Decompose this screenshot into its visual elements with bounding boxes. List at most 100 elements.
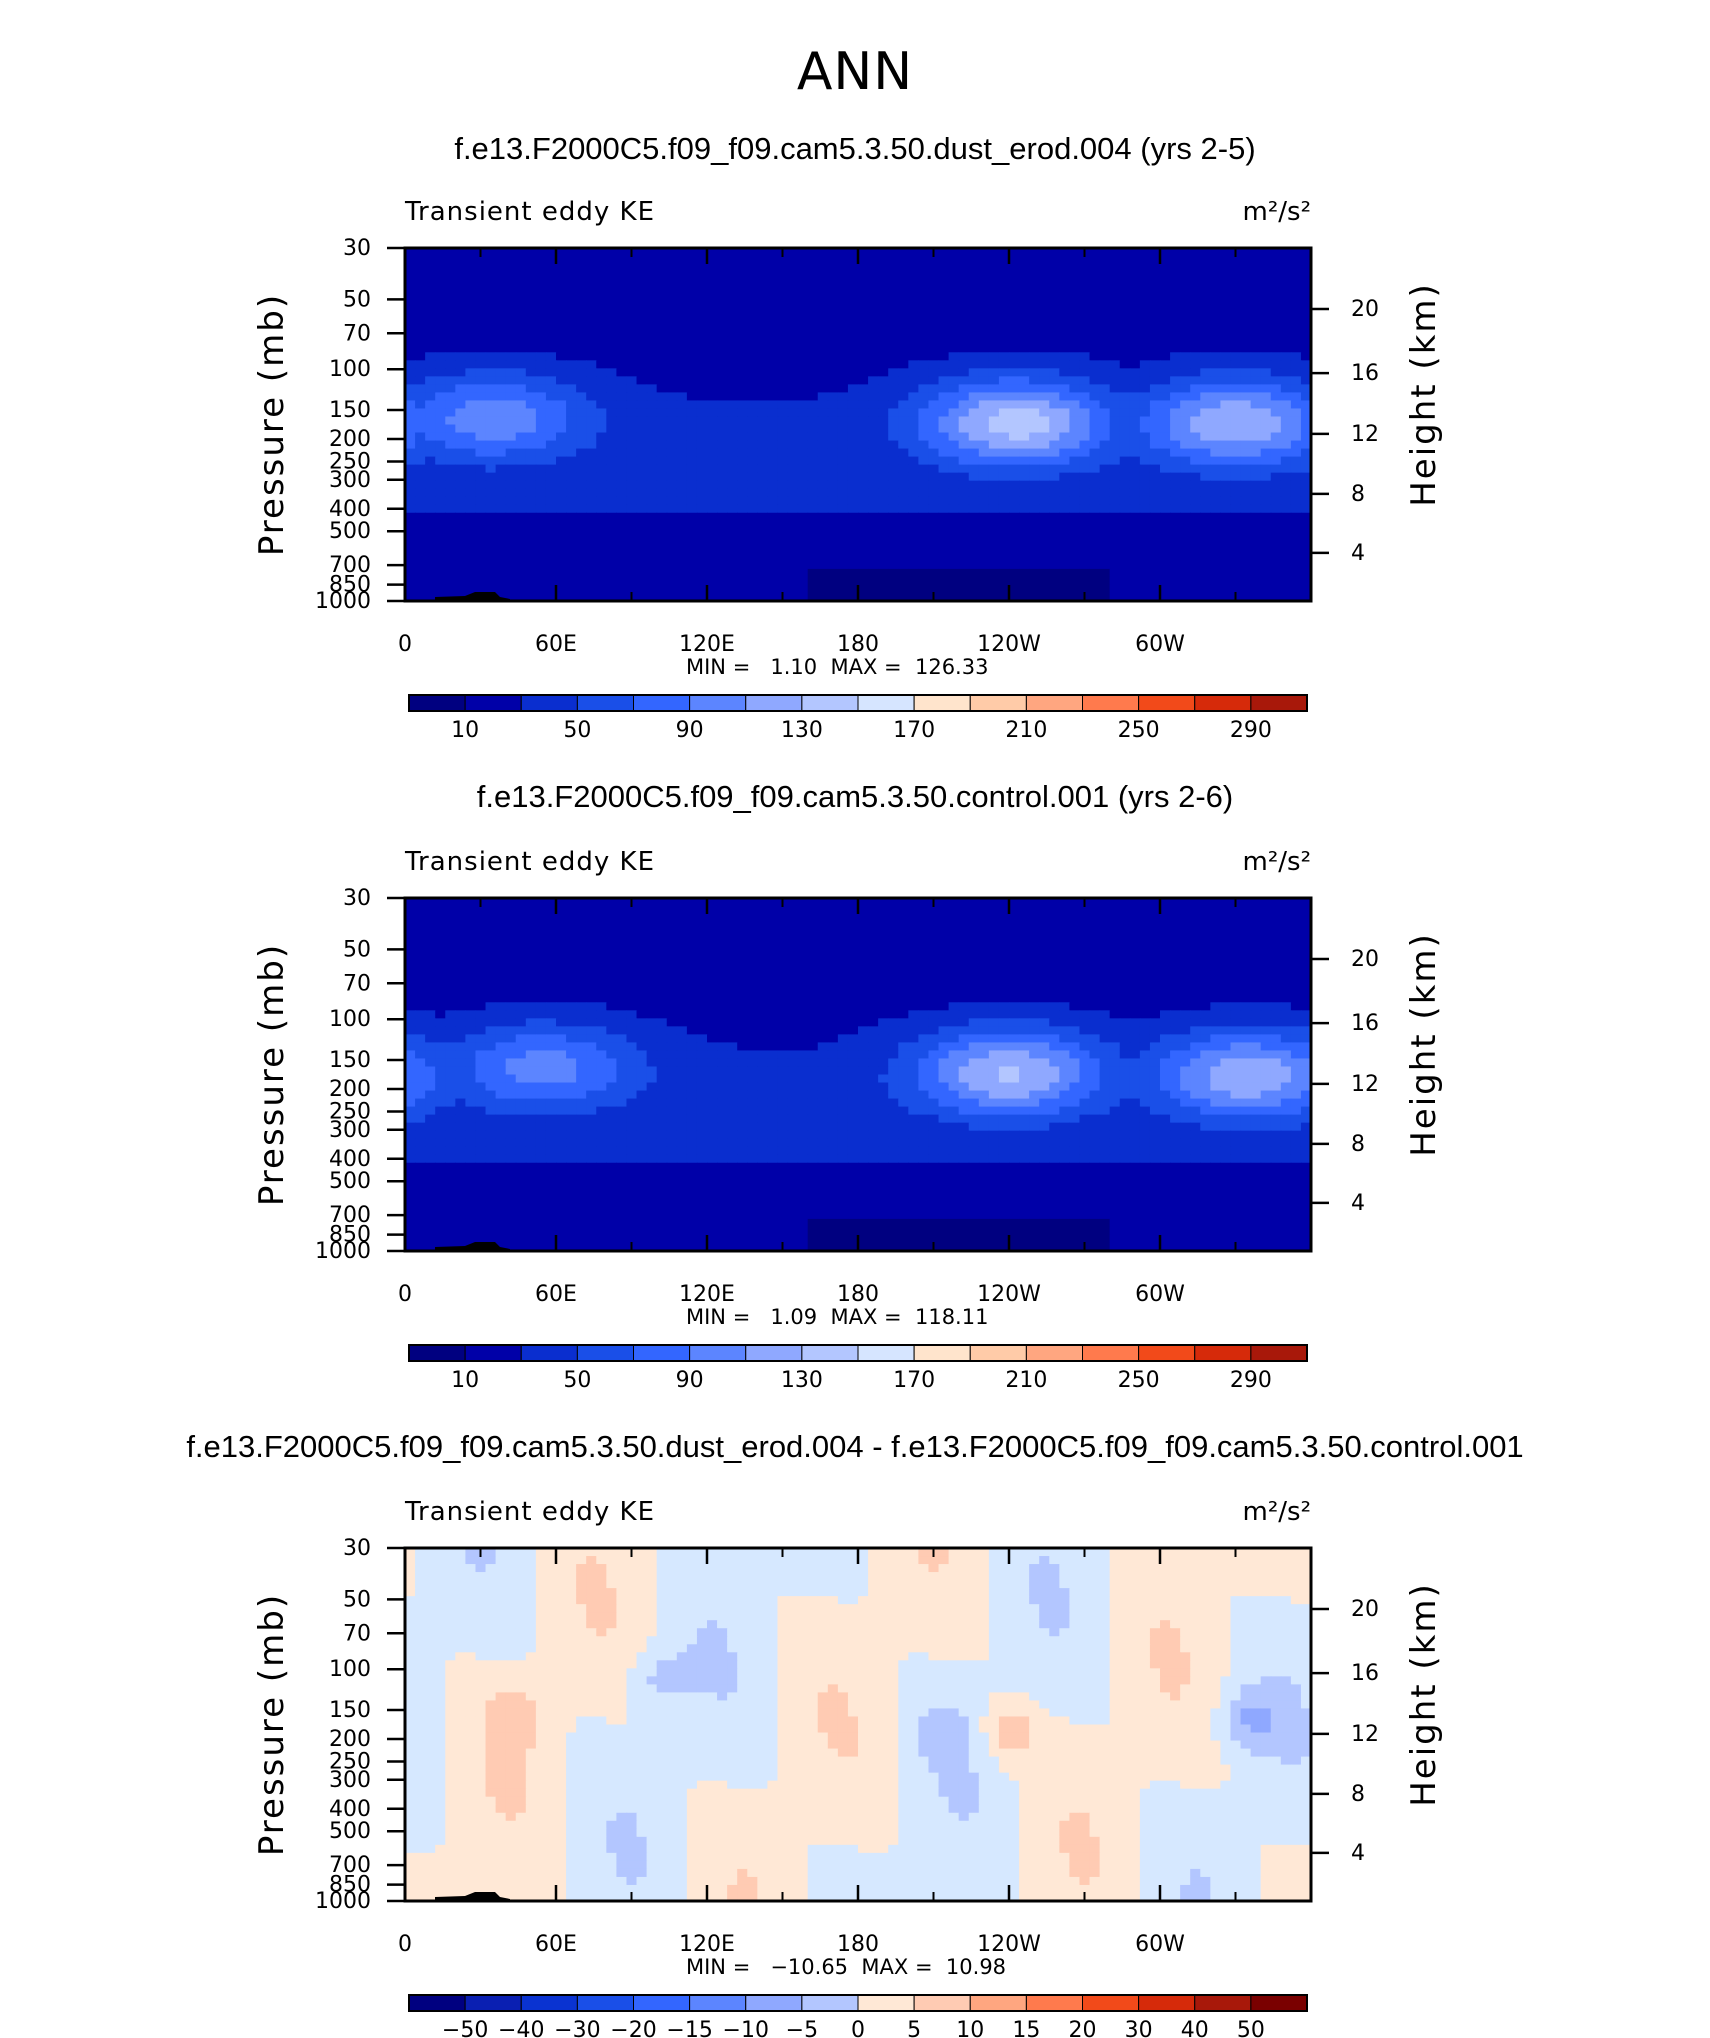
field-cell bbox=[1230, 448, 1242, 458]
field-cell bbox=[1089, 256, 1101, 265]
field-cell bbox=[878, 504, 889, 514]
field-cell bbox=[1089, 592, 1101, 602]
field-cell bbox=[1200, 424, 1211, 434]
field-cell bbox=[727, 544, 738, 554]
field-cell bbox=[928, 970, 940, 979]
field-cell bbox=[636, 440, 648, 450]
field-cell bbox=[747, 392, 758, 402]
field-cell bbox=[646, 592, 658, 602]
field-cell bbox=[576, 930, 587, 939]
field-cell bbox=[616, 584, 628, 594]
field-cell bbox=[1059, 528, 1070, 538]
field-cell bbox=[686, 248, 698, 257]
field-cell bbox=[1109, 592, 1121, 602]
field-cell bbox=[978, 280, 990, 289]
field-cell bbox=[616, 408, 628, 418]
field-cell bbox=[405, 544, 416, 554]
field-cell bbox=[727, 496, 738, 506]
field-cell bbox=[998, 392, 1010, 402]
field-cell bbox=[1069, 914, 1081, 923]
field-cell bbox=[495, 504, 507, 514]
field-cell bbox=[1240, 456, 1252, 466]
field-cell bbox=[676, 552, 688, 562]
field-cell bbox=[535, 906, 547, 915]
field-cell bbox=[1059, 568, 1070, 578]
field-cell bbox=[576, 472, 587, 482]
field-cell bbox=[465, 432, 477, 442]
field-cell bbox=[1129, 272, 1141, 281]
field-cell bbox=[646, 400, 658, 410]
field-cell bbox=[586, 336, 597, 345]
field-cell bbox=[616, 344, 628, 353]
field-cell bbox=[1180, 584, 1191, 594]
field-cell bbox=[1220, 416, 1232, 426]
field-cell bbox=[1160, 930, 1171, 939]
field-cell bbox=[1170, 384, 1181, 394]
field-cell bbox=[847, 898, 859, 907]
colorbar-label: 90 bbox=[676, 718, 704, 743]
field-cell bbox=[586, 264, 597, 273]
field-cell bbox=[998, 352, 1010, 361]
field-cell bbox=[525, 488, 537, 498]
field-cell bbox=[737, 464, 748, 474]
field-cell bbox=[807, 368, 819, 377]
field-cell bbox=[868, 272, 879, 281]
field-cell bbox=[898, 344, 909, 353]
field-cell bbox=[666, 360, 678, 369]
field-cell bbox=[1139, 946, 1151, 955]
field-cell bbox=[545, 448, 557, 458]
field-cell bbox=[636, 360, 648, 369]
field-cell bbox=[1210, 504, 1221, 514]
field-cell bbox=[1119, 544, 1131, 554]
field-cell bbox=[1129, 496, 1141, 506]
field-cell bbox=[435, 954, 446, 963]
field-cell bbox=[717, 584, 728, 594]
field-cell bbox=[858, 464, 869, 474]
field-cell bbox=[556, 536, 567, 546]
field-cell bbox=[978, 954, 990, 963]
field-cell bbox=[1049, 392, 1060, 402]
field-cell bbox=[1180, 248, 1191, 257]
field-cell bbox=[1089, 264, 1101, 273]
field-cell bbox=[556, 954, 567, 963]
field-cell bbox=[646, 480, 658, 490]
field-cell bbox=[1109, 962, 1121, 971]
field-cell bbox=[596, 392, 607, 402]
field-cell bbox=[636, 946, 648, 955]
field-cell bbox=[1019, 440, 1030, 450]
field-cell bbox=[948, 432, 960, 442]
field-cell bbox=[1089, 392, 1101, 402]
field-cell bbox=[888, 906, 899, 915]
field-cell bbox=[1300, 416, 1312, 426]
field-cell bbox=[455, 544, 466, 554]
field-cell bbox=[727, 528, 738, 538]
field-cell bbox=[545, 560, 557, 570]
field-cell bbox=[767, 368, 779, 377]
field-cell bbox=[1230, 368, 1242, 377]
field-cell bbox=[727, 320, 738, 329]
field-cell bbox=[566, 914, 577, 923]
field-cell bbox=[1210, 568, 1221, 578]
field-cell bbox=[1300, 312, 1312, 321]
field-cell bbox=[1049, 432, 1060, 442]
field-cell bbox=[656, 914, 668, 923]
field-cell bbox=[948, 384, 960, 394]
field-cell bbox=[1250, 536, 1262, 546]
field-cell bbox=[1039, 320, 1050, 329]
field-cell bbox=[717, 552, 728, 562]
field-cell bbox=[425, 898, 436, 907]
field-cell bbox=[465, 248, 477, 257]
field-cell bbox=[576, 954, 587, 963]
field-cell bbox=[717, 312, 728, 321]
field-cell bbox=[1250, 352, 1262, 361]
field-cell bbox=[545, 906, 557, 915]
field-cell bbox=[556, 248, 567, 257]
field-cell bbox=[1280, 456, 1292, 466]
field-cell bbox=[958, 938, 970, 947]
field-cell bbox=[827, 592, 839, 602]
field-cell bbox=[1200, 946, 1211, 955]
field-cell bbox=[1049, 416, 1060, 426]
field-cell bbox=[757, 352, 768, 361]
field-cell bbox=[1149, 592, 1161, 602]
field-cell bbox=[717, 464, 728, 474]
